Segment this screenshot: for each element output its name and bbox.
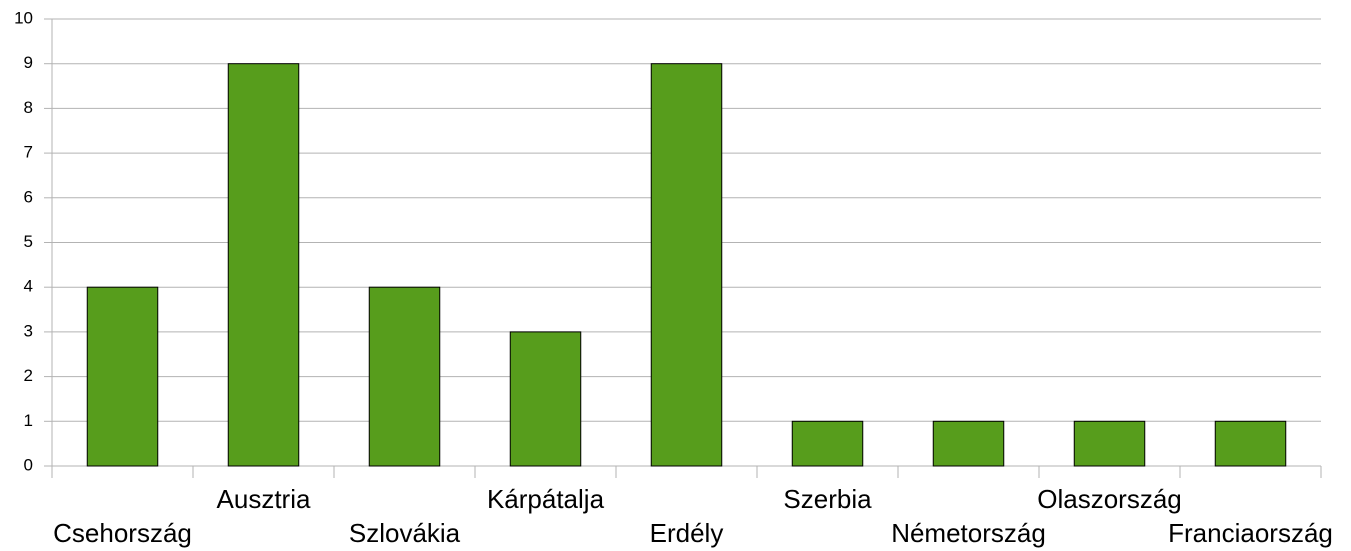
bar <box>86 286 159 467</box>
y-tick-label: 2 <box>24 366 33 385</box>
x-tick-label: Ausztria <box>217 484 311 514</box>
x-tick-label: Szerbia <box>783 484 872 514</box>
x-tick-label: Németország <box>891 518 1046 548</box>
y-tick-label: 8 <box>24 98 33 117</box>
y-tick-label: 10 <box>14 8 33 27</box>
x-tick-label: Kárpátalja <box>487 484 605 514</box>
y-tick-label: 9 <box>24 53 33 72</box>
bar <box>1214 420 1287 467</box>
bar <box>791 420 864 467</box>
y-tick-label: 7 <box>24 143 33 162</box>
y-tick-label: 1 <box>24 411 33 430</box>
x-tick-label: Csehország <box>53 518 192 548</box>
y-tick-label: 5 <box>24 232 33 251</box>
x-tick-label: Szlovákia <box>349 518 461 548</box>
bar <box>650 63 723 467</box>
bar <box>1073 420 1146 467</box>
x-tick-label: Olaszország <box>1037 484 1182 514</box>
x-tick-label: Erdély <box>650 518 724 548</box>
y-tick-label: 6 <box>24 187 33 206</box>
y-tick-label: 3 <box>24 321 33 340</box>
bar <box>227 63 300 467</box>
bar <box>509 331 582 467</box>
bar <box>932 420 1005 467</box>
bar <box>368 286 441 467</box>
y-tick-label: 0 <box>24 455 33 474</box>
x-tick-label: Franciaország <box>1168 518 1333 548</box>
y-tick-label: 4 <box>24 277 33 296</box>
